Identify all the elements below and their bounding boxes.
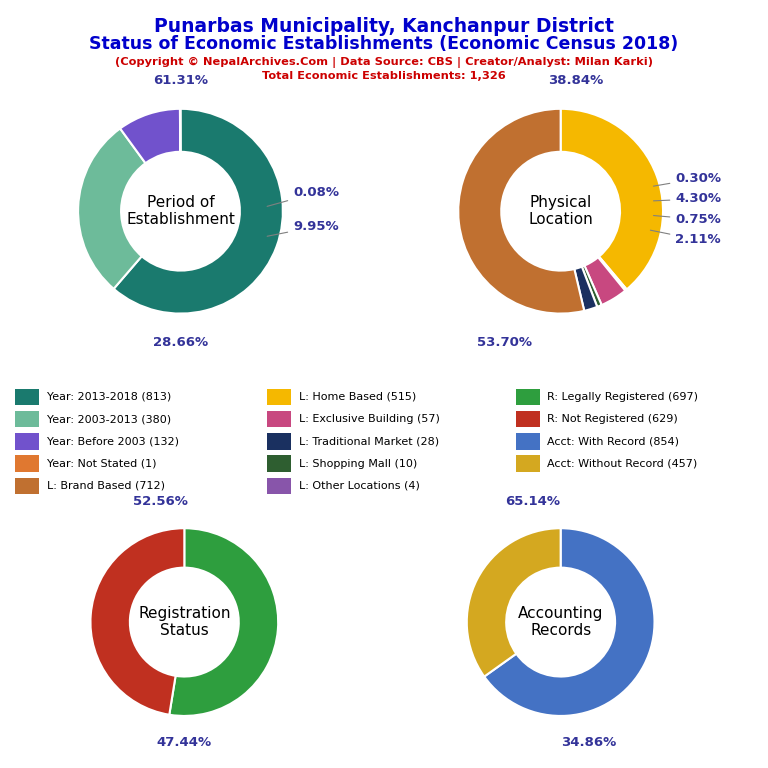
Wedge shape <box>484 528 654 716</box>
FancyBboxPatch shape <box>15 455 39 472</box>
Text: Acct: With Record (854): Acct: With Record (854) <box>548 436 680 446</box>
Text: Physical
Location: Physical Location <box>528 195 593 227</box>
Text: Acct: Without Record (457): Acct: Without Record (457) <box>548 458 697 468</box>
FancyBboxPatch shape <box>15 389 39 406</box>
Text: Period of
Establishment: Period of Establishment <box>126 195 235 227</box>
Text: 9.95%: 9.95% <box>267 220 339 237</box>
FancyBboxPatch shape <box>267 411 291 428</box>
Text: 52.56%: 52.56% <box>134 495 188 508</box>
Text: L: Traditional Market (28): L: Traditional Market (28) <box>299 436 439 446</box>
Text: R: Not Registered (629): R: Not Registered (629) <box>548 414 678 424</box>
Wedge shape <box>120 109 180 164</box>
Text: Punarbas Municipality, Kanchanpur District: Punarbas Municipality, Kanchanpur Distri… <box>154 17 614 36</box>
FancyBboxPatch shape <box>15 411 39 428</box>
FancyBboxPatch shape <box>267 433 291 450</box>
Text: Status of Economic Establishments (Economic Census 2018): Status of Economic Establishments (Econo… <box>89 35 679 52</box>
Text: L: Shopping Mall (10): L: Shopping Mall (10) <box>299 458 417 468</box>
Wedge shape <box>458 109 584 313</box>
Text: 53.70%: 53.70% <box>477 336 531 349</box>
Text: Registration
Status: Registration Status <box>138 606 230 638</box>
Text: L: Home Based (515): L: Home Based (515) <box>299 392 416 402</box>
Wedge shape <box>114 109 283 313</box>
Wedge shape <box>574 266 598 311</box>
FancyBboxPatch shape <box>15 478 39 495</box>
FancyBboxPatch shape <box>15 433 39 450</box>
Text: L: Exclusive Building (57): L: Exclusive Building (57) <box>299 414 440 424</box>
Text: L: Other Locations (4): L: Other Locations (4) <box>299 481 420 491</box>
Text: 65.14%: 65.14% <box>505 495 560 508</box>
Text: Year: 2013-2018 (813): Year: 2013-2018 (813) <box>47 392 171 402</box>
Text: Year: 2003-2013 (380): Year: 2003-2013 (380) <box>47 414 171 424</box>
Text: L: Brand Based (712): L: Brand Based (712) <box>47 481 165 491</box>
Wedge shape <box>91 528 184 715</box>
Text: R: Legally Registered (697): R: Legally Registered (697) <box>548 392 698 402</box>
Text: Year: Not Stated (1): Year: Not Stated (1) <box>47 458 157 468</box>
Text: 34.86%: 34.86% <box>561 736 617 749</box>
Text: 4.30%: 4.30% <box>654 193 721 205</box>
Wedge shape <box>582 266 601 307</box>
FancyBboxPatch shape <box>267 455 291 472</box>
Wedge shape <box>78 128 145 289</box>
Wedge shape <box>561 109 663 290</box>
Text: 61.31%: 61.31% <box>153 74 208 87</box>
Text: Accounting
Records: Accounting Records <box>518 606 604 638</box>
Text: Total Economic Establishments: 1,326: Total Economic Establishments: 1,326 <box>262 71 506 81</box>
Text: 0.75%: 0.75% <box>654 213 721 226</box>
Text: 28.66%: 28.66% <box>153 336 208 349</box>
Wedge shape <box>467 528 561 677</box>
FancyBboxPatch shape <box>516 411 540 428</box>
FancyBboxPatch shape <box>516 433 540 450</box>
Text: 47.44%: 47.44% <box>157 736 212 749</box>
Text: 2.11%: 2.11% <box>650 230 721 247</box>
Wedge shape <box>169 528 278 716</box>
Text: 0.08%: 0.08% <box>267 187 339 207</box>
Text: 0.30%: 0.30% <box>654 172 721 186</box>
Text: (Copyright © NepalArchives.Com | Data Source: CBS | Creator/Analyst: Milan Karki: (Copyright © NepalArchives.Com | Data So… <box>115 57 653 68</box>
Wedge shape <box>584 257 625 305</box>
Text: 38.84%: 38.84% <box>548 74 604 87</box>
FancyBboxPatch shape <box>516 455 540 472</box>
FancyBboxPatch shape <box>516 389 540 406</box>
FancyBboxPatch shape <box>267 389 291 406</box>
FancyBboxPatch shape <box>267 478 291 495</box>
Text: Year: Before 2003 (132): Year: Before 2003 (132) <box>47 436 179 446</box>
Wedge shape <box>598 257 627 290</box>
